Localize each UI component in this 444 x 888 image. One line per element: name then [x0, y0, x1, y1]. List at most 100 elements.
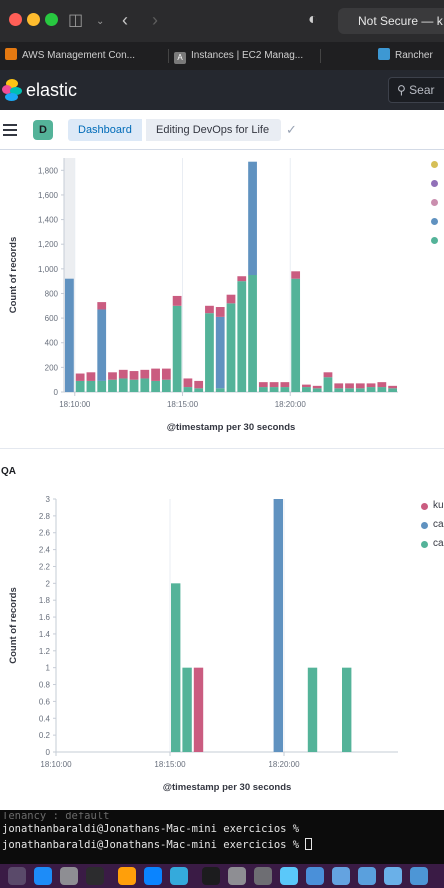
x-tick-label: 18:15:00 [154, 760, 186, 769]
forward-arrow-icon[interactable]: › [152, 10, 158, 30]
y-tick-label: 3 [46, 495, 51, 504]
back-arrow-icon[interactable]: ‹ [122, 10, 128, 30]
documents-icon[interactable] [358, 867, 376, 885]
x-tick-label: 18:10:00 [40, 760, 72, 769]
tab-ec2-instances[interactable]: A Instances | EC2 Manag... [174, 46, 314, 66]
bar-segment [258, 387, 268, 392]
bar-segment [97, 302, 107, 310]
trash-icon[interactable] [410, 867, 428, 885]
bar-segment [334, 383, 344, 389]
legend-label[interactable]: ku [433, 500, 444, 511]
legend-dot-icon[interactable] [431, 161, 438, 168]
bar-segment [366, 383, 376, 388]
y-tick-label: 2.4 [39, 546, 51, 555]
tab-rancher[interactable]: Rancher [378, 46, 444, 66]
bar-segment [355, 383, 365, 389]
preview-icon[interactable] [228, 867, 246, 885]
activity-monitor-icon[interactable] [86, 867, 104, 885]
stacked-bar-chart[interactable]: 0 200 400 600 800 1,000 1,200 1,400 1,600 1,800 18… [0, 150, 444, 448]
y-tick-label: 2.2 [39, 562, 51, 571]
app-store-icon[interactable] [34, 867, 52, 885]
bookmarks-bar: AWS Management Con... A Instances | EC2 M… [0, 42, 444, 70]
zoom-window-button[interactable] [45, 13, 58, 26]
legend-dot-icon[interactable] [431, 218, 438, 225]
y-tick-label: 1,000 [38, 265, 59, 274]
hover-highlight [64, 158, 75, 392]
bar-segment [75, 373, 85, 381]
terminal-icon[interactable] [202, 867, 220, 885]
y-tick-label: 0.8 [39, 681, 51, 690]
bar [273, 499, 283, 752]
y-tick-label: 2.8 [39, 512, 51, 521]
bar-segment [345, 383, 354, 389]
bar-segment [194, 380, 204, 389]
menu-icon[interactable] [3, 124, 17, 136]
bar-segment [65, 278, 74, 392]
terminal-prompt-line-active[interactable]: jonathanbaraldi@Jonathans-Mac-mini exerc… [2, 837, 444, 853]
bar-segment [129, 371, 139, 380]
photos-icon[interactable] [118, 867, 136, 885]
bar-segment [194, 388, 204, 392]
chevron-down-icon[interactable]: ⌄ [96, 16, 105, 27]
legend-dot-icon[interactable] [431, 237, 438, 244]
files-icon[interactable] [254, 867, 272, 885]
folder-icon-2[interactable] [306, 867, 324, 885]
bar-segment [388, 388, 397, 392]
webex-icon[interactable] [144, 867, 162, 885]
terminal-cursor [305, 838, 313, 850]
bar-segment [215, 307, 225, 317]
legend-dot-icon[interactable] [421, 522, 428, 529]
sidebar-toggle-icon[interactable]: ◫ [68, 12, 84, 29]
y-tick-label: 1.6 [39, 613, 51, 622]
close-window-button[interactable] [9, 13, 22, 26]
bar-segment [280, 382, 290, 388]
bar-segment [75, 380, 85, 392]
bar-segment [269, 387, 279, 392]
y-tick-label: 1.4 [39, 630, 51, 639]
finder-icon[interactable] [8, 867, 26, 885]
settings-icon[interactable] [60, 867, 78, 885]
bar [171, 583, 181, 752]
legend-dot-icon[interactable] [421, 541, 428, 548]
shield-icon[interactable]: ◐ [308, 11, 318, 28]
legend-label[interactable]: ca [433, 519, 444, 530]
breadcrumb-bar: D Dashboard Editing DevOps for Life ✓ [0, 110, 444, 150]
global-search-input[interactable]: ⚲ Sear [388, 77, 444, 103]
breadcrumb-dashboard[interactable]: Dashboard [68, 119, 142, 141]
browser-titlebar: ◫ ⌄ ‹ › ◐ Not Secure — k [0, 0, 444, 42]
elastic-logo-icon[interactable] [2, 79, 22, 101]
bar-segment [302, 384, 311, 388]
bar-segment [334, 388, 344, 392]
address-bar[interactable]: Not Secure — k [338, 8, 444, 34]
zoom-icon[interactable] [170, 867, 188, 885]
terminal-window[interactable]: Tenancy : default jonathanbaraldi@Jonath… [0, 810, 444, 864]
desktop-folder-icon[interactable] [384, 867, 402, 885]
bar-segment [140, 369, 150, 379]
bar-segment [302, 387, 311, 392]
tab-aws[interactable]: AWS Management Con... [5, 46, 165, 66]
x-axis-title: @timestamp per 30 seconds [167, 422, 296, 433]
bar-segment [226, 294, 236, 304]
bar [342, 667, 352, 752]
legend-dot-icon[interactable] [421, 503, 428, 510]
brand-name[interactable]: elastic [26, 80, 78, 100]
space-avatar[interactable]: D [33, 120, 53, 140]
legend-label[interactable]: ca [433, 538, 444, 549]
legend-dot-icon[interactable] [431, 180, 438, 187]
y-tick-label: 0.4 [39, 714, 51, 723]
terminal-prompt-text: jonathanbaraldi@Jonathans-Mac-mini exerc… [2, 839, 300, 851]
minimize-window-button[interactable] [27, 13, 40, 26]
folder-icon[interactable] [280, 867, 298, 885]
legend-dot-icon[interactable] [431, 199, 438, 206]
x-tick-label: 18:20:00 [268, 760, 300, 769]
chart-panel-qa: QA 0 0.2 0.4 0.6 0.8 1 1.2 1.4 1.6 1.8 2 2.2 2.4 2.6 2… [0, 448, 444, 810]
bar-segment [161, 368, 171, 380]
bar-segment [269, 382, 279, 388]
rancher-icon [378, 48, 390, 60]
qa-bar-chart[interactable]: 0 0.2 0.4 0.6 0.8 1 1.2 1.4 1.6 1.8 2 2.2 2.4 2.6 2.8 3… [0, 449, 444, 811]
downloads-icon[interactable] [332, 867, 350, 885]
y-tick-label: 1,200 [38, 240, 59, 249]
y-tick-label: 1,600 [38, 191, 59, 200]
y-tick-label: 1.2 [39, 647, 51, 656]
checkmark-icon: ✓ [286, 122, 297, 137]
